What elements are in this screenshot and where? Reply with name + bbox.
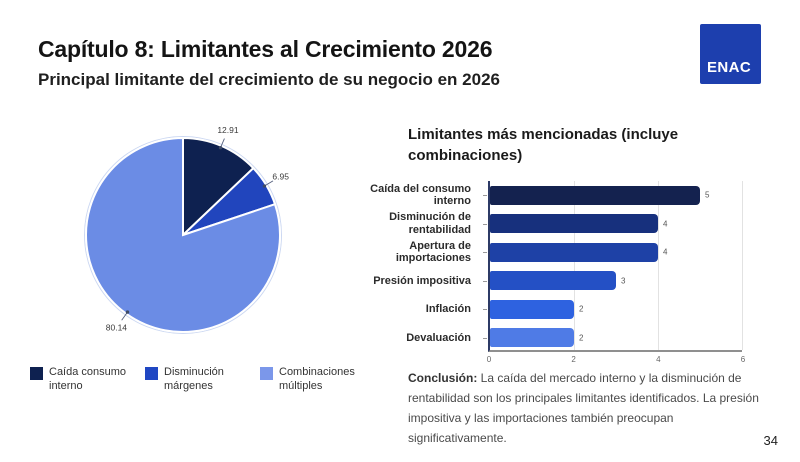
conclusion-text: Conclusión: La caída del mercado interno… bbox=[408, 368, 760, 448]
gridline-4 bbox=[658, 181, 659, 350]
pie-leader-dot bbox=[218, 146, 223, 150]
pie-value-label: 6.95 bbox=[272, 171, 289, 181]
page-number: 34 bbox=[763, 433, 778, 448]
legend-swatch bbox=[30, 367, 43, 380]
conclusion-lead: Conclusión: bbox=[408, 371, 478, 385]
gridline-2 bbox=[574, 181, 575, 350]
pie-legend: Caída consumo interno Disminución márgene… bbox=[30, 366, 380, 393]
bar-value-label: 5 bbox=[705, 190, 710, 200]
bar-row-4: Presión impositiva 3 bbox=[340, 267, 742, 296]
bar-track: 2 bbox=[483, 328, 742, 348]
bar-chart-grid bbox=[488, 181, 743, 352]
pie-chart-svg: 12.91 6.95 80.14 bbox=[84, 125, 289, 334]
bar-fill bbox=[490, 328, 574, 348]
legend-swatch bbox=[260, 367, 273, 380]
bar-track: 4 bbox=[483, 214, 742, 234]
enac-logo: ENAC bbox=[700, 24, 761, 84]
bar-value-label: 3 bbox=[621, 276, 626, 286]
bar-category-label: Presión impositiva bbox=[373, 274, 471, 287]
bar-row-1: Caída del consumo interno 5 bbox=[340, 181, 742, 210]
conclusion-body: La caída del mercado interno y la dismin… bbox=[408, 371, 759, 445]
bar-value-label: 4 bbox=[662, 247, 668, 257]
bar-fill bbox=[490, 271, 616, 291]
page-subtitle: Principal limitante del crecimiento de s… bbox=[38, 70, 500, 89]
bar-chart-title: Limitantes más mencionadas (incluye comb… bbox=[408, 126, 679, 164]
bar-category-label: Inflación bbox=[425, 303, 471, 315]
x-tick-6: 6 bbox=[740, 355, 746, 364]
bar-track: 4 bbox=[483, 242, 742, 262]
bar-fill bbox=[490, 185, 700, 205]
bar-value-label: 4 bbox=[662, 219, 668, 229]
legend-label: Caída consumo interno bbox=[49, 366, 127, 392]
bar-chart-rows: Caída del consumo interno 5 Disminución de… bbox=[340, 181, 742, 352]
pie-value-label: 12.91 bbox=[217, 125, 239, 135]
gridline-6 bbox=[742, 181, 743, 350]
pie-leader-dot bbox=[262, 184, 267, 188]
bar-category-label: Caída del consumo interno bbox=[370, 182, 471, 208]
bar-row-3: Apertura de importaciones 4 bbox=[340, 238, 742, 267]
bar-value-label: 2 bbox=[578, 333, 584, 343]
bar-row-2: Disminución de rentabilidad 4 bbox=[340, 210, 742, 239]
bar-chart: Caída del consumo interno 5 Disminución de… bbox=[340, 181, 746, 373]
bar-chart-x-axis: 0 2 4 6 bbox=[486, 355, 746, 367]
legend-item-1: Caída consumo interno bbox=[30, 366, 142, 393]
bar-fill bbox=[490, 214, 658, 234]
legend-label: Disminución márgenes bbox=[164, 366, 224, 392]
x-tick-2: 2 bbox=[571, 355, 576, 364]
bar-fill bbox=[490, 299, 574, 319]
legend-swatch bbox=[145, 367, 158, 380]
bar-track: 2 bbox=[483, 299, 742, 319]
bar-value-label: 2 bbox=[578, 304, 584, 314]
bar-category-label: Apertura de importaciones bbox=[395, 239, 471, 265]
bar-category-label: Disminución de rentabilidad bbox=[389, 211, 471, 236]
legend-label: Combinaciones múltiples bbox=[279, 366, 355, 392]
bar-track: 5 bbox=[483, 185, 742, 205]
bar-fill bbox=[490, 242, 658, 262]
bar-category-label: Devaluación bbox=[406, 331, 471, 344]
pie-outline bbox=[84, 136, 282, 334]
x-tick-4: 4 bbox=[656, 355, 661, 364]
legend-item-3: Combinaciones múltiples bbox=[260, 366, 372, 393]
bar-row-5: Inflación 2 bbox=[340, 295, 742, 324]
pie-leader-dot bbox=[125, 310, 130, 314]
x-tick-0: 0 bbox=[486, 355, 492, 364]
page-title: Capítulo 8: Limitantes al Crecimiento 20… bbox=[38, 36, 493, 62]
bar-track: 3 bbox=[483, 271, 742, 291]
enac-logo-text: ENAC bbox=[707, 59, 752, 76]
pie-value-label: 80.14 bbox=[106, 323, 128, 333]
legend-item-2: Disminución márgenes bbox=[145, 366, 257, 393]
pie-chart: 12.91 6.95 80.14 bbox=[40, 113, 350, 353]
bar-row-6: Devaluación 2 bbox=[340, 324, 742, 353]
